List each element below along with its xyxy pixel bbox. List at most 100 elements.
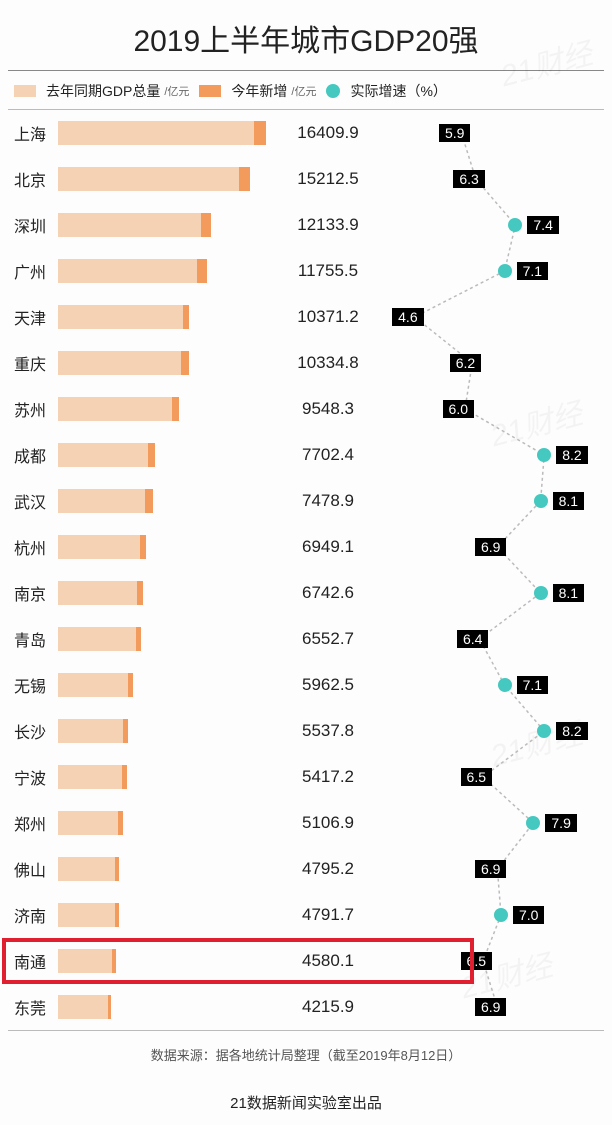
growth-badge: 6.0: [443, 400, 474, 418]
bar-base: [58, 489, 145, 513]
growth-area: 6.5: [383, 754, 604, 800]
chart-title: 2019上半年城市GDP20强: [8, 12, 604, 71]
gdp-value: 12133.9: [273, 215, 383, 235]
gdp-value: 6552.7: [273, 629, 383, 649]
growth-area: 8.2: [383, 708, 604, 754]
growth-marker: [534, 494, 548, 508]
bar-base: [58, 995, 108, 1019]
growth-area: 5.9: [383, 110, 604, 156]
bar-base: [58, 167, 239, 191]
legend-swatch-added: [199, 85, 221, 97]
city-label: 苏州: [8, 397, 58, 421]
bar-group: [58, 719, 273, 743]
bar-base: [58, 213, 201, 237]
bar-base: [58, 397, 172, 421]
gdp-value: 4795.2: [273, 859, 383, 879]
growth-area: 6.0: [383, 386, 604, 432]
bar-group: [58, 259, 273, 283]
legend-label-rate: 实际增速（%）: [350, 81, 446, 101]
bar-group: [58, 949, 273, 973]
bar-group: [58, 489, 273, 513]
gdp-value: 4215.9: [273, 997, 383, 1017]
growth-area: 8.2: [383, 432, 604, 478]
gdp-value: 11755.5: [273, 261, 383, 281]
growth-area: 6.5: [383, 938, 604, 984]
city-label: 武汉: [8, 489, 58, 513]
growth-area: 6.3: [383, 156, 604, 202]
bar-added: [115, 857, 119, 881]
gdp-value: 5962.5: [273, 675, 383, 695]
bar-added: [254, 121, 266, 145]
growth-badge: 5.9: [439, 124, 470, 142]
growth-area: 6.9: [383, 984, 604, 1030]
bar-base: [58, 121, 254, 145]
city-label: 宁波: [8, 765, 58, 789]
gdp-value: 10334.8: [273, 353, 383, 373]
city-label: 北京: [8, 167, 58, 191]
bar-group: [58, 535, 273, 559]
bar-base: [58, 811, 118, 835]
table-row: 重庆10334.86.2: [8, 340, 604, 386]
growth-marker: [494, 908, 508, 922]
bar-base: [58, 673, 128, 697]
growth-badge: 6.9: [475, 860, 506, 878]
table-row: 广州11755.57.1: [8, 248, 604, 294]
table-row: 郑州5106.97.9: [8, 800, 604, 846]
table-row: 南京6742.68.1: [8, 570, 604, 616]
bar-base: [58, 535, 140, 559]
gdp-value: 7702.4: [273, 445, 383, 465]
table-row: 济南4791.77.0: [8, 892, 604, 938]
growth-badge: 8.1: [553, 492, 584, 510]
city-label: 郑州: [8, 811, 58, 835]
city-label: 天津: [8, 305, 58, 329]
city-label: 青岛: [8, 627, 58, 651]
bar-added: [128, 673, 133, 697]
gdp-value: 6949.1: [273, 537, 383, 557]
gdp-value: 15212.5: [273, 169, 383, 189]
growth-marker: [526, 816, 540, 830]
city-label: 成都: [8, 443, 58, 467]
growth-badge: 6.5: [461, 768, 492, 786]
growth-badge: 6.3: [453, 170, 484, 188]
bar-added: [183, 305, 189, 329]
city-label: 杭州: [8, 535, 58, 559]
gdp-value: 16409.9: [273, 123, 383, 143]
source-note: 数据来源：据各地统计局整理（截至2019年8月12日）: [8, 1031, 604, 1082]
growth-badge: 6.5: [461, 952, 492, 970]
table-row: 佛山 4795.2 6.9: [8, 846, 604, 892]
city-label: 佛山: [8, 857, 58, 881]
legend-swatch-rate: [326, 84, 340, 98]
growth-marker: [498, 264, 512, 278]
table-row: 成都 7702.48.2: [8, 432, 604, 478]
bar-group: [58, 857, 273, 881]
bar-base: [58, 581, 137, 605]
gdp-value: 4791.7: [273, 905, 383, 925]
table-row: 苏州9548.36.0: [8, 386, 604, 432]
bar-added: [136, 627, 141, 651]
gdp-value: 5537.8: [273, 721, 383, 741]
bar-group: [58, 627, 273, 651]
gdp-value: 10371.2: [273, 307, 383, 327]
bar-group: [58, 351, 273, 375]
bar-group: [58, 167, 273, 191]
growth-badge: 7.1: [517, 676, 548, 694]
gdp-value: 5106.9: [273, 813, 383, 833]
growth-area: 8.1: [383, 570, 604, 616]
growth-area: 6.9: [383, 846, 604, 892]
table-row: 东莞4215.96.9: [8, 984, 604, 1030]
city-label: 长沙: [8, 719, 58, 743]
growth-marker: [508, 218, 522, 232]
growth-area: 7.1: [383, 662, 604, 708]
growth-badge: 6.9: [475, 998, 506, 1016]
bar-added: [115, 903, 119, 927]
bar-group: [58, 213, 273, 237]
bar-base: [58, 351, 181, 375]
gdp-chart: 21财经 21财经 21财经 21财经 2019上半年城市GDP20强 去年同期…: [0, 0, 612, 1086]
table-row: 深圳12133.97.4: [8, 202, 604, 248]
bar-group: [58, 581, 273, 605]
bar-added: [140, 535, 146, 559]
legend: 去年同期GDP总量 /亿元 今年新增 /亿元 实际增速（%）: [8, 71, 604, 109]
bar-base: [58, 443, 148, 467]
bar-base: [58, 719, 123, 743]
growth-badge: 6.2: [450, 354, 481, 372]
